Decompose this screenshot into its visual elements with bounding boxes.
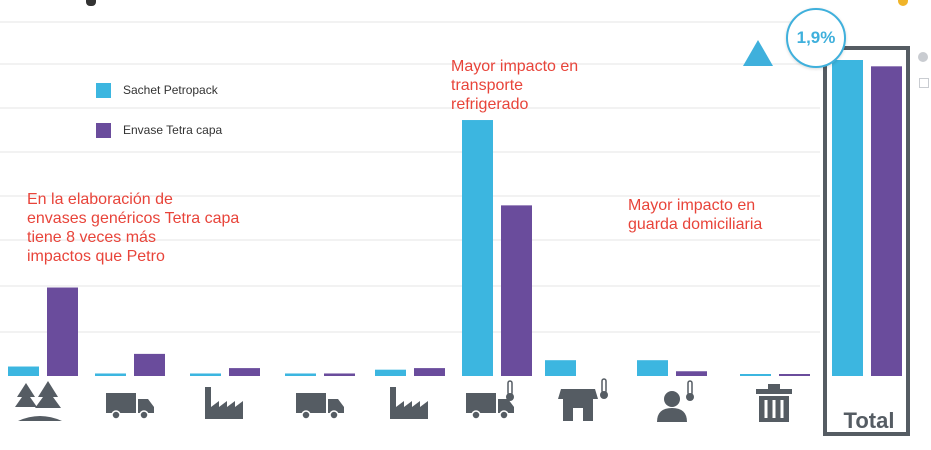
bar-tetra-5 xyxy=(501,205,532,376)
annotation-transport: Mayor impacto en transporte refrigerado xyxy=(451,58,579,113)
bar-tetra-4 xyxy=(414,368,445,376)
legend-label-tetra: Envase Tetra capa xyxy=(123,123,223,137)
bar-petro-5 xyxy=(462,120,493,376)
bar-petro-4 xyxy=(375,369,406,376)
bar-petro-9 xyxy=(832,60,863,376)
title-fragment xyxy=(86,0,96,6)
truck-icon-1 xyxy=(106,393,154,420)
store-icon xyxy=(558,378,608,421)
trees-icon xyxy=(15,381,62,421)
slide-dot-icon xyxy=(918,52,928,62)
bar-tetra-1 xyxy=(134,353,165,376)
legend-item-petro: Sachet Petropack xyxy=(96,80,222,100)
bar-petro-1 xyxy=(95,373,126,376)
annotation-storage: Mayor impacto en guarda domiciliaria xyxy=(628,197,763,233)
bar-tetra-8 xyxy=(779,374,810,376)
person-icon xyxy=(657,380,694,422)
total-label: Total xyxy=(843,408,895,433)
annotation-tetra: En la elaboración de envases genéricos T… xyxy=(27,191,240,265)
legend-swatch-petro xyxy=(96,82,111,98)
trash-bin-icon xyxy=(756,384,792,422)
percentage-badge: 1,9% xyxy=(786,8,846,68)
bar-petro-8 xyxy=(740,374,771,376)
factory-icon-1 xyxy=(205,387,243,419)
bar-petro-2 xyxy=(190,373,221,376)
legend-item-tetra: Envase Tetra capa xyxy=(96,120,222,140)
bar-petro-0 xyxy=(8,366,39,376)
bar-petro-3 xyxy=(285,373,316,376)
bar-petro-7 xyxy=(637,360,668,376)
legend-label-petro: Sachet Petropack xyxy=(123,83,218,97)
legend-swatch-tetra xyxy=(96,122,111,138)
bar-tetra-0 xyxy=(47,287,78,376)
total-highlight-frame xyxy=(823,46,910,436)
truck-icon-2 xyxy=(296,393,344,420)
bar-tetra-2 xyxy=(229,368,260,376)
chart-legend: Sachet Petropack Envase Tetra capa xyxy=(96,80,222,160)
factory-icon-2 xyxy=(390,387,428,419)
slide-box-icon xyxy=(919,78,929,88)
up-arrow-icon xyxy=(743,40,773,66)
bar-tetra-7 xyxy=(676,371,707,376)
refrigerated-truck-icon xyxy=(466,380,514,420)
bar-petro-6 xyxy=(545,360,576,376)
warning-icon xyxy=(898,0,908,6)
bar-tetra-3 xyxy=(324,373,355,376)
bar-tetra-9 xyxy=(871,66,902,376)
